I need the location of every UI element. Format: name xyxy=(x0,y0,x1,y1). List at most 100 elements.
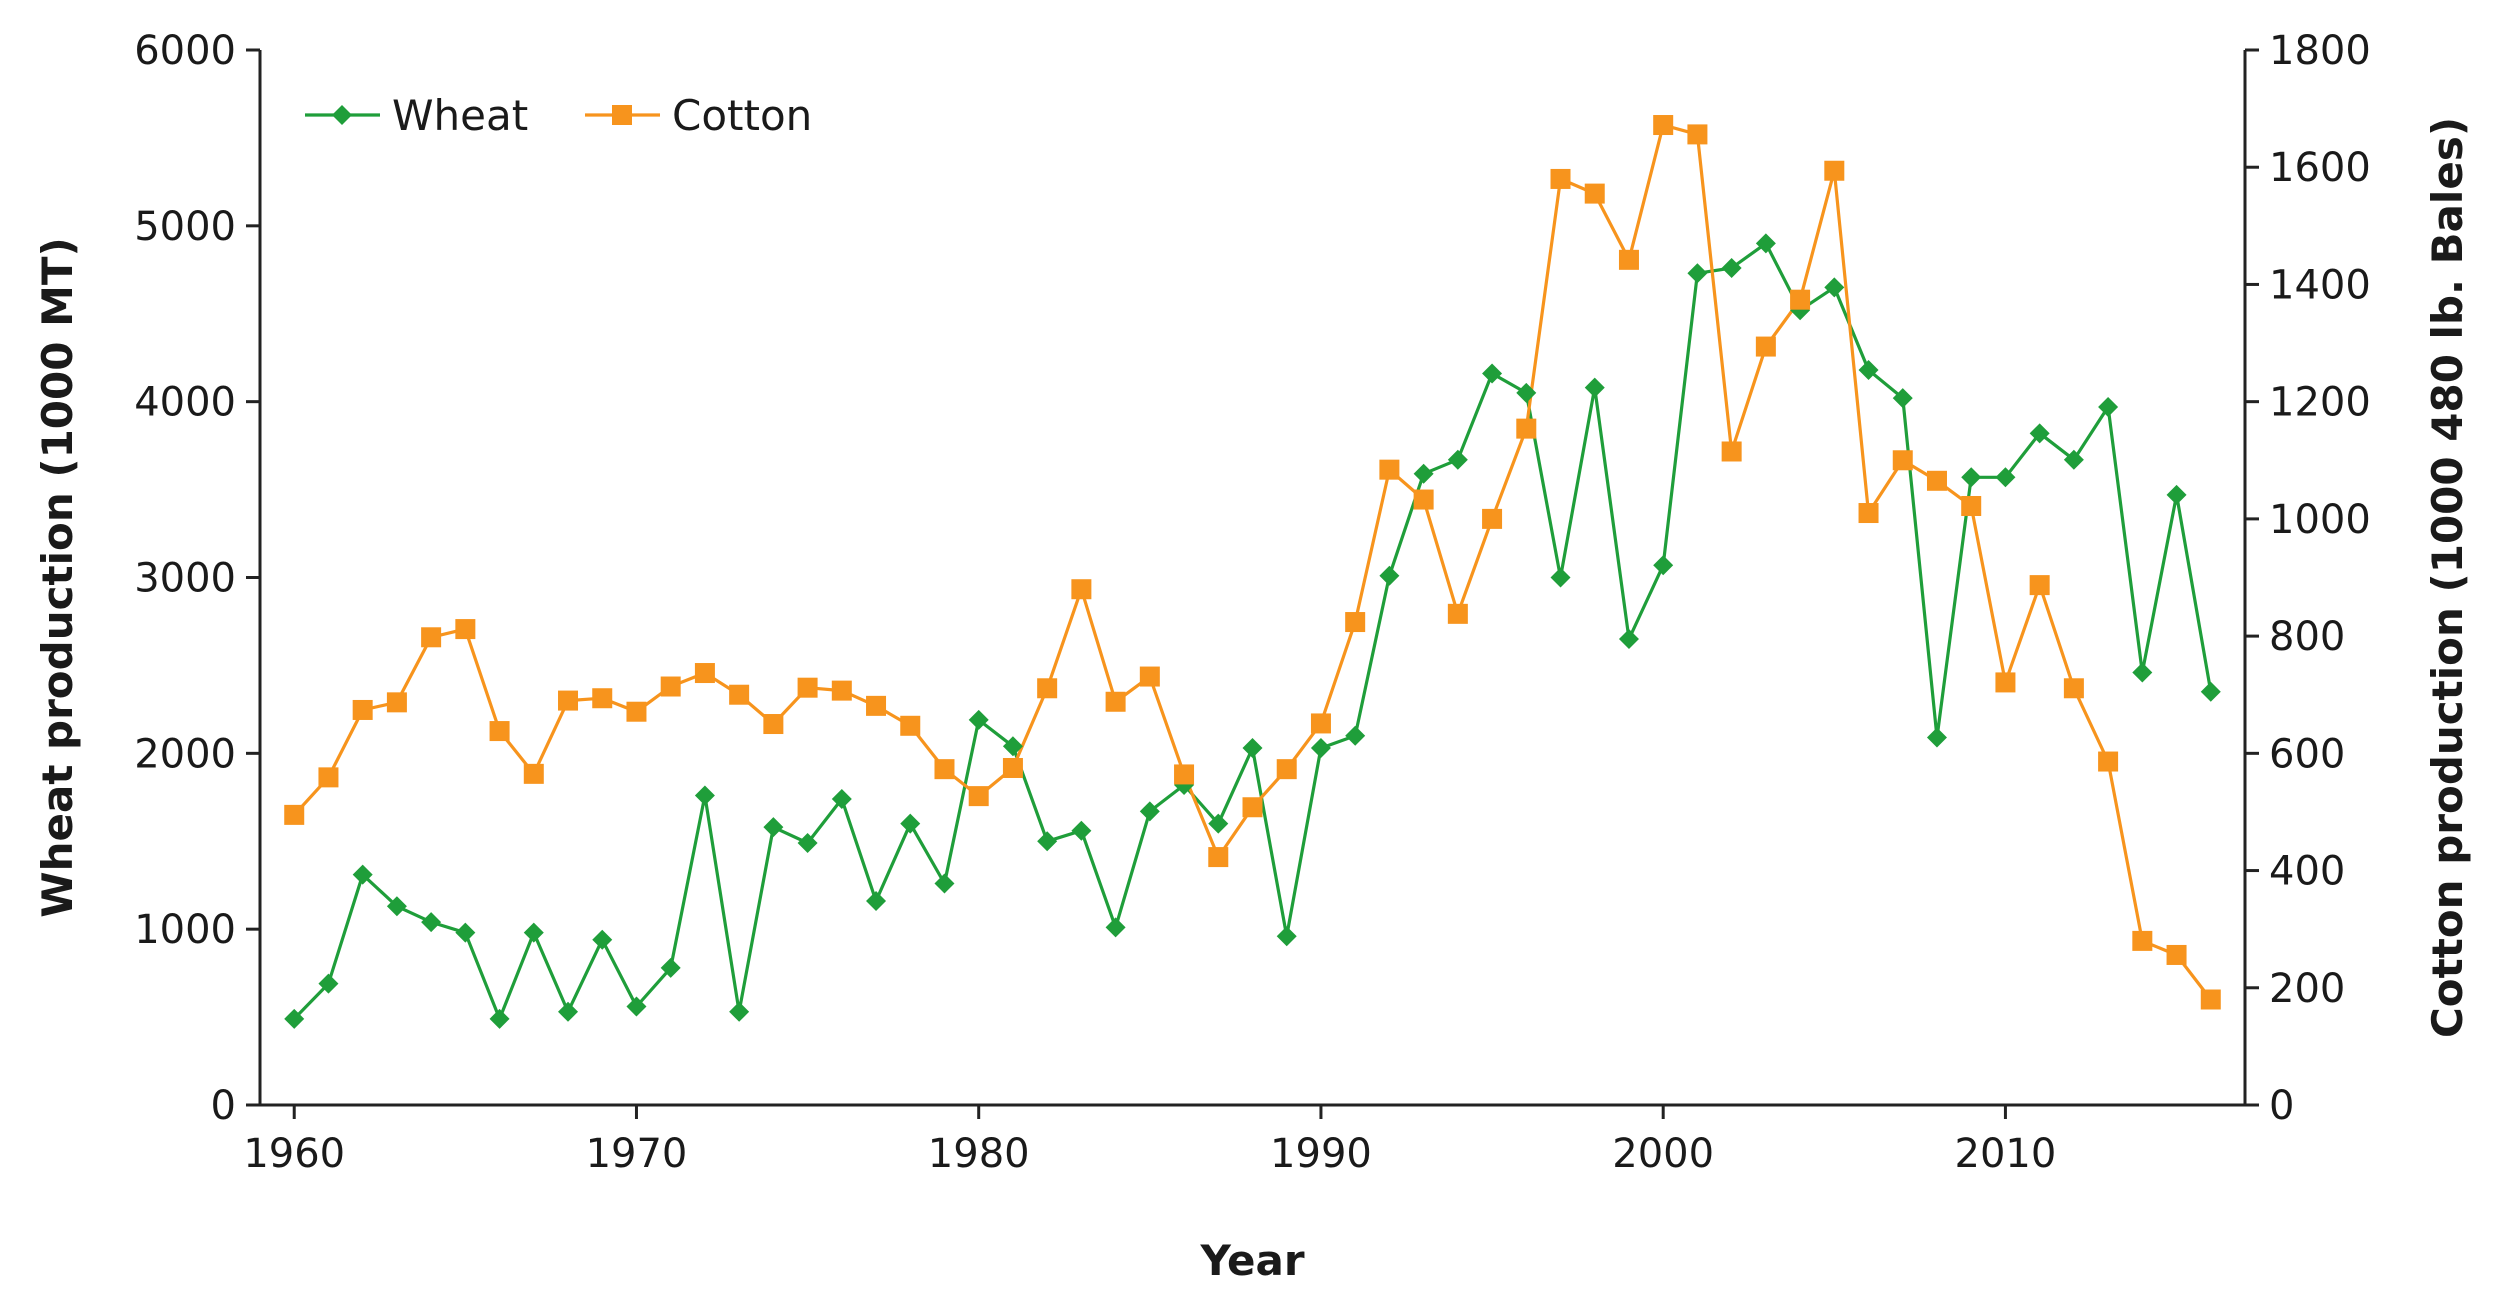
cotton-point xyxy=(1447,603,1468,624)
wheat-point xyxy=(1242,738,1263,759)
y-left-tick-label: 2000 xyxy=(134,731,236,777)
wheat-point xyxy=(1961,467,1982,488)
x-axis-title: Year xyxy=(1199,1236,1304,1285)
wheat-point xyxy=(1995,467,2016,488)
wheat-point xyxy=(352,864,373,885)
cotton-point xyxy=(386,692,407,713)
y-axis-left-title: Wheat production (1000 MT) xyxy=(33,237,82,917)
wheat-point xyxy=(2166,484,2187,505)
cotton-point xyxy=(421,627,442,648)
x-tick-label: 2010 xyxy=(1955,1131,2057,1177)
wheat-point xyxy=(1892,388,1913,409)
wheat-point xyxy=(694,785,715,806)
cotton-point xyxy=(352,699,373,720)
wheat-point xyxy=(1482,363,1503,384)
wheat-point xyxy=(831,789,852,810)
cotton-point xyxy=(1516,418,1537,439)
cotton-point xyxy=(1105,691,1126,712)
y-axis-right-title: Cotton production (1000 480 lb. Bales) xyxy=(2423,117,2472,1038)
y-left-tick-label: 3000 xyxy=(134,556,236,602)
cotton-point xyxy=(1139,666,1160,687)
legend-cotton-marker xyxy=(612,105,632,125)
wheat-point xyxy=(386,896,407,917)
wheat-point xyxy=(1276,926,1297,947)
cotton-point xyxy=(1687,124,1708,145)
wheat-point xyxy=(1721,258,1742,279)
cotton-point xyxy=(284,804,305,825)
cotton-point xyxy=(694,663,715,684)
y-left-tick-label: 5000 xyxy=(134,204,236,250)
cotton-point xyxy=(318,767,339,788)
cotton-point xyxy=(866,695,887,716)
wheat-point xyxy=(1653,555,1674,576)
wheat-point xyxy=(968,709,989,730)
cotton-point xyxy=(1653,115,1674,136)
cotton-point xyxy=(729,684,750,705)
cotton-point xyxy=(1892,450,1913,471)
wheat-point xyxy=(558,1001,579,1022)
x-tick-label: 1960 xyxy=(243,1131,345,1177)
wheat-point xyxy=(1824,277,1845,298)
cotton-point xyxy=(2098,751,2119,772)
axes xyxy=(258,50,2247,1107)
cotton-point xyxy=(1584,183,1605,204)
legend: Wheat Cotton xyxy=(305,91,812,140)
wheat-point xyxy=(2200,681,2221,702)
y-right-tick-label: 1000 xyxy=(2269,497,2371,543)
wheat-point xyxy=(1139,801,1160,822)
wheat-point xyxy=(2063,449,2084,470)
x-tick-label: 1970 xyxy=(586,1131,688,1177)
cotton-point xyxy=(1276,759,1297,780)
legend-cotton-label: Cotton xyxy=(672,91,812,140)
cotton-point xyxy=(1961,495,1982,516)
cotton-point xyxy=(1208,847,1229,868)
wheat-point xyxy=(1413,463,1434,484)
cotton-point xyxy=(1790,289,1811,310)
wheat-point xyxy=(900,813,921,834)
cotton-point xyxy=(592,688,613,709)
cotton-point xyxy=(1002,757,1023,778)
wheat-point xyxy=(797,833,818,854)
series-lines xyxy=(293,123,2213,1021)
cotton-point xyxy=(1618,249,1639,270)
cotton-point xyxy=(455,619,476,640)
cotton-point xyxy=(1242,797,1263,818)
wheat-point xyxy=(1002,736,1023,757)
wheat-point xyxy=(489,1008,510,1029)
y-right-tick-label: 1800 xyxy=(2269,28,2371,74)
cotton-point xyxy=(934,759,955,780)
y-right-tick-label: 1200 xyxy=(2269,380,2371,426)
cotton-point xyxy=(523,763,544,784)
wheat-point xyxy=(318,973,339,994)
wheat-point xyxy=(660,957,681,978)
cotton-point xyxy=(831,680,852,701)
cotton-point xyxy=(2132,930,2153,951)
cotton-point xyxy=(2029,575,2050,596)
cotton-point xyxy=(797,677,818,698)
cotton-point xyxy=(660,676,681,697)
wheat-point xyxy=(1310,738,1331,759)
wheat-point xyxy=(592,929,613,950)
cotton-point xyxy=(1755,336,1776,357)
cotton-point xyxy=(1721,441,1742,462)
cotton-point xyxy=(1071,579,1092,600)
wheat-point xyxy=(626,996,647,1017)
cotton-point xyxy=(1310,713,1331,734)
cotton-point xyxy=(626,701,647,722)
x-tick-label: 1980 xyxy=(928,1131,1030,1177)
cotton-point xyxy=(900,715,921,736)
legend-wheat-marker xyxy=(332,105,352,125)
cotton-point xyxy=(2200,989,2221,1010)
wheat-point xyxy=(1105,917,1126,938)
wheat-point xyxy=(763,817,784,838)
cotton-point xyxy=(968,786,989,807)
wheat-point xyxy=(1755,233,1776,254)
y-right-tick-label: 400 xyxy=(2269,849,2345,895)
cotton-point xyxy=(1995,672,2016,693)
cotton-point xyxy=(489,721,510,742)
cotton-point xyxy=(1379,459,1400,480)
y-right-tick-label: 800 xyxy=(2269,614,2345,660)
wheat-point xyxy=(421,912,442,933)
wheat-point xyxy=(1516,382,1537,403)
